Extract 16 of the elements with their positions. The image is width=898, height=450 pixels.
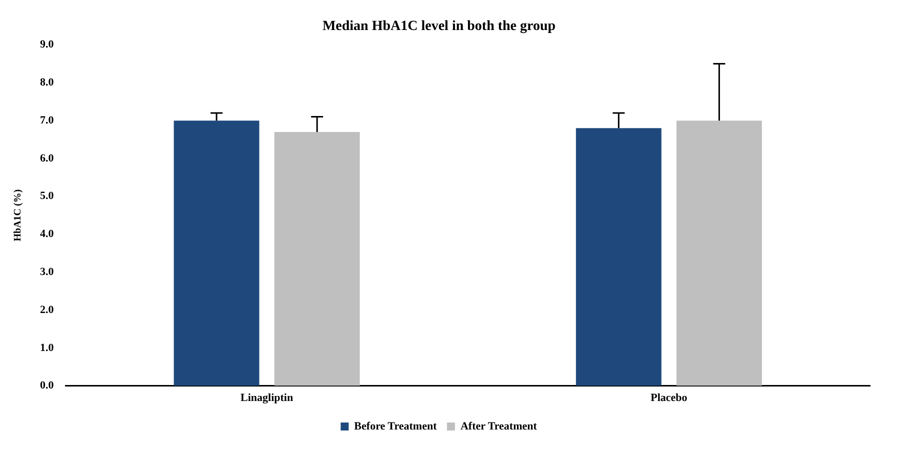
y-tick-label: 4.0: [40, 228, 54, 240]
y-tick-label: 0.0: [40, 380, 54, 392]
y-tick-label: 7.0: [40, 114, 54, 126]
chart-title: Median HbA1C level in both the group: [322, 19, 556, 34]
legend-label: Before Treatment: [354, 420, 438, 432]
y-tick-label: 5.0: [40, 190, 54, 202]
y-tick-label: 1.0: [40, 342, 54, 354]
y-tick-label: 6.0: [40, 152, 54, 164]
y-axis-title: HbA1C (%): [12, 189, 24, 242]
legend-label: After Treatment: [460, 420, 538, 432]
y-tick-label: 9.0: [40, 38, 54, 51]
x-tick-label: Placebo: [650, 392, 688, 404]
y-tick-label: 3.0: [40, 266, 54, 278]
y-tick-label: 8.0: [40, 76, 54, 89]
y-tick-label: 2.0: [40, 304, 54, 316]
x-tick-label: Linagliptin: [240, 392, 294, 404]
